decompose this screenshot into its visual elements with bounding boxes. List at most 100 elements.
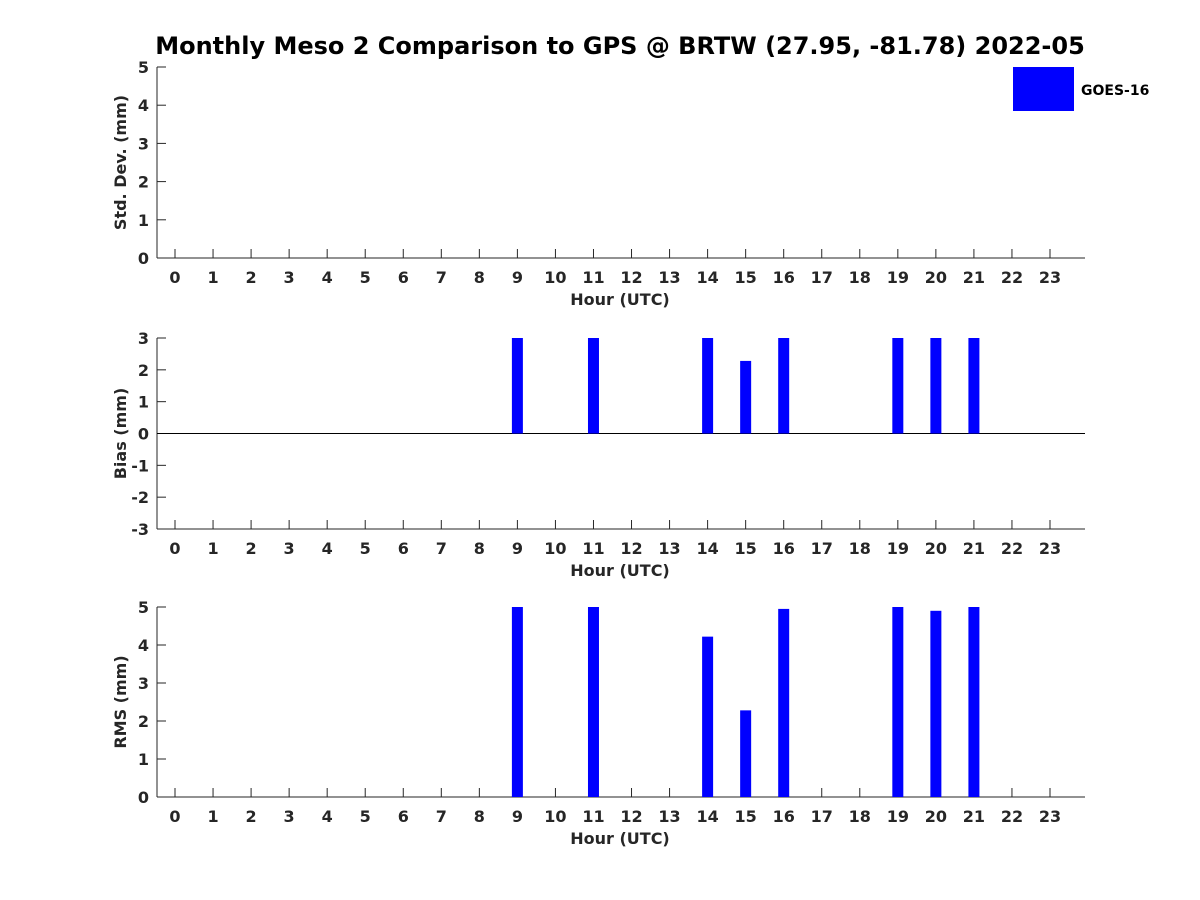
bar-hour-14 xyxy=(702,636,714,797)
y-tick-label: 3 xyxy=(138,134,149,153)
x-tick-label: 17 xyxy=(811,807,833,826)
x-tick-label: 6 xyxy=(398,807,409,826)
legend: GOES-16 xyxy=(1013,67,1149,111)
x-tick-label: 5 xyxy=(360,539,371,558)
x-tick-label: 20 xyxy=(925,539,947,558)
x-tick-label: 8 xyxy=(474,268,485,287)
x-tick-label: 8 xyxy=(474,807,485,826)
bar-hour-15 xyxy=(740,360,752,434)
x-tick-label: 13 xyxy=(658,539,680,558)
x-tick-label: 12 xyxy=(620,807,642,826)
x-tick-label: 22 xyxy=(1001,807,1023,826)
x-tick-label: 15 xyxy=(735,268,757,287)
x-tick-label: 21 xyxy=(963,807,985,826)
x-tick-label: 7 xyxy=(436,807,447,826)
x-tick-label: 1 xyxy=(207,268,218,287)
x-tick-label: 2 xyxy=(246,268,257,287)
x-tick-label: 14 xyxy=(696,807,718,826)
y-tick-label: 2 xyxy=(138,712,149,731)
x-tick-label: 18 xyxy=(849,539,871,558)
x-tick-label: 23 xyxy=(1039,268,1061,287)
x-tick-label: 18 xyxy=(849,807,871,826)
bar-hour-19 xyxy=(892,607,904,797)
y-tick-label: 3 xyxy=(138,674,149,693)
bar-hour-16 xyxy=(778,608,790,797)
x-tick-label: 19 xyxy=(887,539,909,558)
y-tick-label: 4 xyxy=(138,636,149,655)
bar-hour-14 xyxy=(702,338,714,434)
x-tick-label: 9 xyxy=(512,539,523,558)
x-tick-label: 11 xyxy=(582,268,604,287)
x-tick-label: 12 xyxy=(620,539,642,558)
bar-hour-20 xyxy=(930,610,942,797)
x-tick-label: 11 xyxy=(582,539,604,558)
x-tick-label: 10 xyxy=(544,539,566,558)
x-tick-label: 3 xyxy=(284,268,295,287)
bar-hour-16 xyxy=(778,338,790,434)
x-tick-label: 13 xyxy=(658,268,680,287)
bar-hour-9 xyxy=(511,607,523,797)
x-tick-label: 18 xyxy=(849,268,871,287)
y-tick-label: 2 xyxy=(138,361,149,380)
x-tick-label: 1 xyxy=(207,807,218,826)
y-axis-label: RMS (mm) xyxy=(111,655,130,748)
x-tick-label: 12 xyxy=(620,268,642,287)
legend-label: GOES-16 xyxy=(1081,83,1149,99)
x-tick-label: 22 xyxy=(1001,268,1023,287)
y-axis-label: Bias (mm) xyxy=(111,388,130,480)
x-tick-label: 16 xyxy=(773,807,795,826)
x-tick-label: 16 xyxy=(773,539,795,558)
y-tick-label: 5 xyxy=(138,58,149,77)
y-tick-label: 1 xyxy=(138,750,149,769)
x-tick-label: 13 xyxy=(658,807,680,826)
x-tick-label: 2 xyxy=(246,539,257,558)
x-tick-label: 19 xyxy=(887,807,909,826)
x-tick-label: 23 xyxy=(1039,807,1061,826)
y-tick-label: 3 xyxy=(138,329,149,348)
x-tick-label: 4 xyxy=(322,268,333,287)
y-tick-label: 4 xyxy=(138,96,149,115)
x-tick-label: 21 xyxy=(963,268,985,287)
x-tick-label: 2 xyxy=(246,807,257,826)
bar-hour-20 xyxy=(930,338,942,434)
bar-hour-21 xyxy=(968,338,980,434)
x-tick-label: 14 xyxy=(696,539,718,558)
y-tick-label: -1 xyxy=(131,456,149,475)
x-tick-label: 15 xyxy=(735,807,757,826)
x-tick-label: 7 xyxy=(436,268,447,287)
y-tick-label: -2 xyxy=(131,488,149,507)
x-tick-label: 3 xyxy=(284,807,295,826)
y-tick-label: -3 xyxy=(131,520,149,539)
x-tick-label: 0 xyxy=(169,807,180,826)
x-tick-label: 19 xyxy=(887,268,909,287)
x-axis-label: Hour (UTC) xyxy=(570,829,670,848)
x-tick-label: 7 xyxy=(436,539,447,558)
y-tick-label: 2 xyxy=(138,173,149,192)
bar-hour-21 xyxy=(968,607,980,797)
x-tick-label: 8 xyxy=(474,539,485,558)
bar-hour-9 xyxy=(511,338,523,434)
x-tick-label: 23 xyxy=(1039,539,1061,558)
x-tick-label: 14 xyxy=(696,268,718,287)
x-tick-label: 3 xyxy=(284,539,295,558)
x-tick-label: 21 xyxy=(963,539,985,558)
x-tick-label: 17 xyxy=(811,539,833,558)
legend-swatch xyxy=(1013,67,1074,111)
x-tick-label: 6 xyxy=(398,268,409,287)
x-tick-label: 11 xyxy=(582,807,604,826)
x-tick-label: 17 xyxy=(811,268,833,287)
x-tick-label: 22 xyxy=(1001,539,1023,558)
bar-hour-15 xyxy=(740,710,752,797)
chart-title: Monthly Meso 2 Comparison to GPS @ BRTW … xyxy=(155,32,1085,60)
x-axis-label: Hour (UTC) xyxy=(570,561,670,580)
x-tick-label: 10 xyxy=(544,268,566,287)
bar-hour-11 xyxy=(587,607,599,797)
x-tick-label: 1 xyxy=(207,539,218,558)
x-tick-label: 15 xyxy=(735,539,757,558)
x-tick-label: 6 xyxy=(398,539,409,558)
x-tick-label: 10 xyxy=(544,807,566,826)
